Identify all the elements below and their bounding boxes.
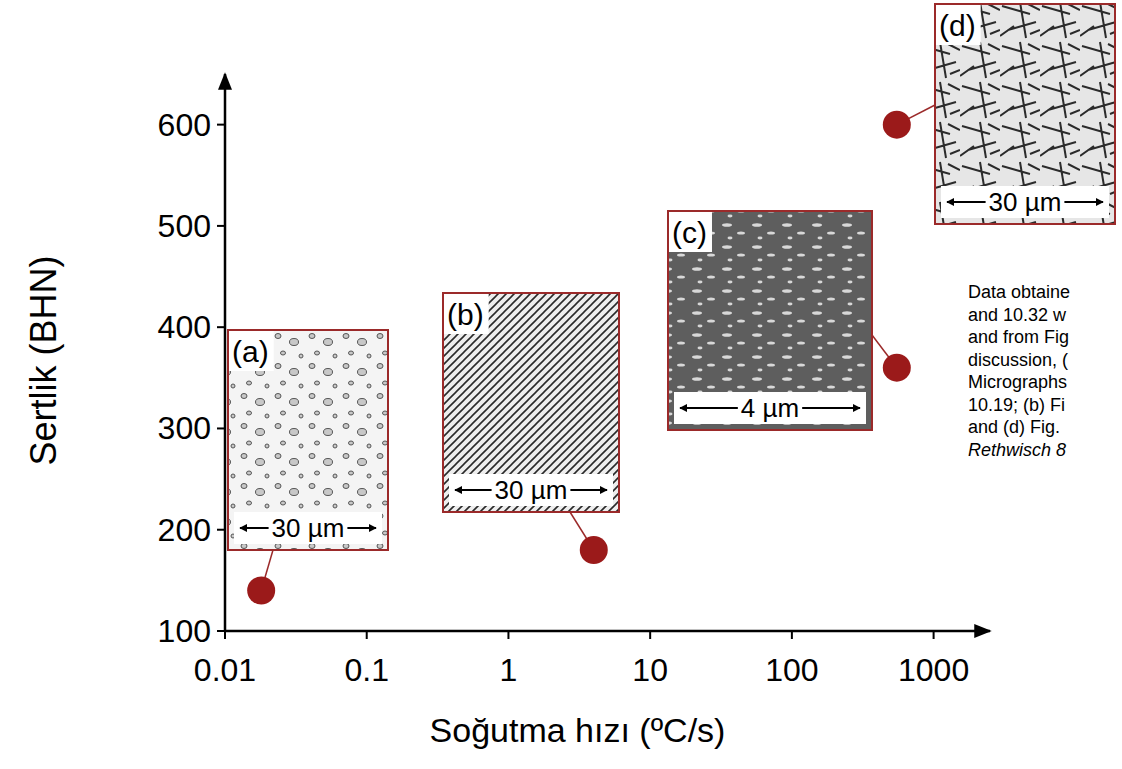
caption-line: Micrographs bbox=[968, 372, 1067, 392]
y-tick-label: 300 bbox=[158, 410, 211, 446]
label-patch bbox=[669, 212, 712, 252]
y-tick-label: 100 bbox=[158, 613, 211, 649]
y-tick bbox=[217, 124, 225, 126]
x-tick-label: 1 bbox=[500, 652, 518, 688]
x-tick-label: 100 bbox=[765, 652, 818, 688]
y-axis bbox=[224, 74, 227, 631]
scale-bar bbox=[347, 527, 376, 529]
points bbox=[247, 111, 911, 605]
scale-patch bbox=[234, 512, 382, 544]
x-axis-title: Soğutma hızı (ºC/s) bbox=[430, 711, 726, 749]
label-patch bbox=[936, 5, 981, 45]
micrograph: (d) 30 µm bbox=[935, 4, 1115, 224]
micrograph-frame bbox=[668, 211, 872, 430]
y-tick bbox=[217, 326, 225, 328]
x-tick-label: 0.1 bbox=[344, 652, 388, 688]
chart: 100 200 300 400 500 600 0.01 0.1 1 10 100 1000 Soğut… bbox=[0, 0, 1122, 769]
caption-line: and (d) Fig. bbox=[968, 417, 1060, 437]
micrograph-frame bbox=[443, 293, 619, 512]
caption-line: 10.19; (b) Fi bbox=[968, 395, 1065, 415]
caption-line: and 10.32 w bbox=[968, 305, 1067, 325]
x-tick bbox=[366, 631, 368, 639]
x-tick bbox=[933, 631, 935, 639]
scale-label: 30 µm bbox=[989, 187, 1062, 217]
scale-bar bbox=[455, 489, 492, 491]
y-axis-title: Sertlik (BHN) bbox=[23, 255, 64, 465]
x-axis bbox=[225, 630, 990, 633]
micrograph: (c) 4 µm bbox=[668, 211, 872, 430]
y-tick bbox=[217, 225, 225, 227]
scale-label: 4 µm bbox=[741, 393, 799, 423]
micrograph: (a) 30 µm bbox=[228, 330, 388, 550]
scale-bar bbox=[1064, 201, 1103, 203]
y-tick-label: 600 bbox=[158, 107, 211, 143]
x-tick bbox=[649, 631, 651, 639]
x-tick bbox=[224, 631, 226, 639]
micrograph-label: (a) bbox=[232, 335, 269, 368]
y-tick-label: 400 bbox=[158, 309, 211, 345]
x-tick-label: 1000 bbox=[898, 652, 969, 688]
data-point bbox=[883, 354, 911, 382]
micrograph-label: (c) bbox=[672, 216, 707, 249]
scale-patch bbox=[941, 186, 1109, 218]
scale-bar bbox=[240, 527, 269, 529]
data-point bbox=[580, 536, 608, 564]
micrograph-frame bbox=[935, 4, 1115, 224]
x-tick-label: 10 bbox=[632, 652, 668, 688]
scale-patch bbox=[674, 392, 866, 424]
y-tick-label: 200 bbox=[158, 512, 211, 548]
scale-label: 30 µm bbox=[272, 513, 345, 543]
caption-line: and from Fig bbox=[968, 327, 1069, 347]
micrograph: (b) 30 µm bbox=[443, 293, 619, 512]
scale-patch bbox=[449, 474, 613, 506]
x-tick bbox=[791, 631, 793, 639]
data-point bbox=[247, 576, 275, 604]
micrograph-label: (d) bbox=[939, 9, 976, 42]
scale-bar bbox=[680, 407, 738, 409]
caption: Data obtaine and 10.32 wand from Fig discu… bbox=[968, 282, 1070, 460]
data-point bbox=[883, 111, 911, 139]
micrograph-frame bbox=[228, 330, 388, 550]
y-tick-label: 500 bbox=[158, 208, 211, 244]
scale-label: 30 µm bbox=[495, 475, 568, 505]
caption-line: Data obtaine bbox=[968, 282, 1070, 302]
micrograph-label: (b) bbox=[447, 298, 484, 331]
x-tick bbox=[507, 631, 509, 639]
caption-source: Rethwisch 8 bbox=[968, 440, 1066, 460]
label-patch bbox=[444, 294, 489, 334]
x-tick-label: 0.01 bbox=[194, 652, 256, 688]
y-tick bbox=[217, 529, 225, 531]
caption-line: discussion, ( bbox=[968, 350, 1068, 370]
y-tick bbox=[217, 427, 225, 429]
label-patch bbox=[229, 331, 274, 371]
y-tick bbox=[217, 630, 225, 632]
scale-bar bbox=[570, 489, 607, 491]
scale-bar bbox=[802, 407, 860, 409]
scale-bar bbox=[947, 201, 986, 203]
